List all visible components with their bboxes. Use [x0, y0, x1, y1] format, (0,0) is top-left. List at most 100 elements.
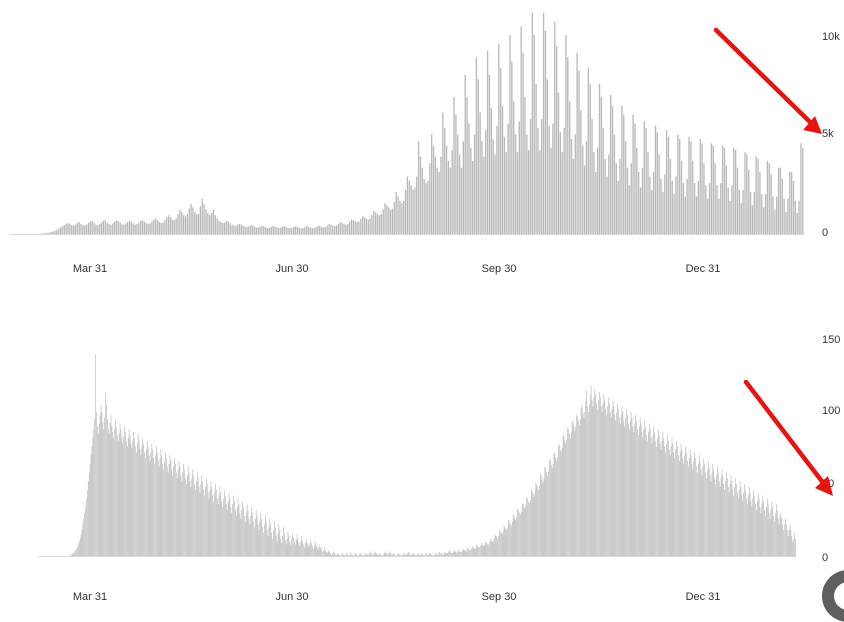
bar — [261, 519, 262, 556]
bar — [307, 542, 308, 556]
bar — [299, 543, 300, 556]
bar — [325, 227, 326, 234]
bar — [684, 455, 685, 556]
bar — [678, 455, 679, 556]
bar — [604, 395, 605, 556]
bar — [268, 536, 269, 556]
bar — [451, 553, 452, 556]
bar — [75, 225, 76, 234]
bar — [126, 441, 127, 556]
bar — [240, 519, 241, 556]
bar — [257, 516, 258, 556]
bar — [327, 226, 328, 234]
bar — [115, 419, 116, 556]
bar — [482, 544, 483, 556]
bar — [71, 555, 72, 556]
bar — [506, 530, 507, 556]
bar — [554, 452, 555, 556]
bar — [530, 119, 531, 234]
bar — [760, 507, 761, 556]
bar — [381, 555, 382, 556]
bar — [409, 181, 410, 234]
bar — [791, 530, 792, 556]
bar — [130, 435, 131, 556]
bar — [742, 190, 743, 234]
bar — [721, 478, 722, 556]
bar — [521, 26, 522, 234]
bar — [108, 224, 109, 234]
bar — [757, 159, 758, 234]
bar — [560, 132, 561, 234]
bar — [776, 196, 777, 234]
bar — [220, 493, 221, 556]
bar — [235, 510, 236, 556]
bar — [140, 449, 141, 556]
bar — [105, 220, 106, 234]
bar — [73, 553, 74, 556]
bar — [732, 490, 733, 556]
bar — [680, 452, 681, 556]
bar — [250, 516, 251, 556]
bar — [300, 542, 301, 556]
bar — [778, 519, 779, 556]
bar — [394, 202, 395, 234]
bar — [336, 226, 337, 234]
bar — [601, 406, 602, 556]
bar — [532, 491, 533, 556]
bar — [183, 464, 184, 556]
bar — [631, 163, 632, 234]
bar — [784, 524, 785, 556]
bar — [754, 496, 755, 556]
bar — [564, 436, 565, 556]
bar — [197, 472, 198, 556]
bar — [720, 183, 721, 234]
bar — [619, 159, 620, 234]
bar — [498, 536, 499, 556]
bar — [282, 227, 283, 234]
bar — [198, 478, 199, 556]
bar — [327, 553, 328, 556]
bar — [736, 484, 737, 556]
bar — [696, 467, 697, 556]
bar — [86, 225, 87, 234]
bar — [283, 527, 284, 556]
bar — [447, 553, 448, 556]
bar — [470, 148, 471, 234]
bar — [735, 150, 736, 234]
bar — [371, 215, 372, 234]
bar — [629, 429, 630, 556]
bar — [326, 552, 327, 556]
bar — [710, 475, 711, 556]
bar — [694, 452, 695, 556]
bar — [789, 530, 790, 556]
bar-series — [71, 354, 796, 556]
bar — [394, 555, 395, 556]
bar — [476, 547, 477, 556]
bar — [101, 223, 102, 234]
bar — [106, 405, 107, 556]
bar — [793, 539, 794, 556]
bar — [331, 555, 332, 556]
bar — [351, 555, 352, 556]
bar — [582, 146, 583, 234]
bar — [664, 174, 665, 234]
bar — [655, 441, 656, 556]
bar — [506, 529, 507, 556]
bar — [244, 516, 245, 556]
bar — [707, 199, 708, 234]
y-tick-label: 0 — [822, 552, 828, 564]
bar — [545, 31, 546, 234]
bar — [688, 137, 689, 234]
bar — [735, 478, 736, 556]
bar — [524, 507, 525, 556]
bar — [661, 449, 662, 556]
bar — [595, 172, 596, 234]
bar — [752, 498, 753, 556]
bar — [396, 192, 397, 234]
bar — [161, 449, 162, 556]
bar — [610, 412, 611, 556]
bar — [541, 475, 542, 556]
bar — [681, 161, 682, 234]
bar — [49, 232, 50, 234]
bar — [599, 392, 600, 556]
